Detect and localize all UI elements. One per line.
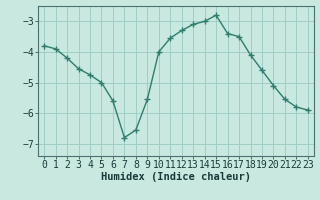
X-axis label: Humidex (Indice chaleur): Humidex (Indice chaleur) (101, 172, 251, 182)
